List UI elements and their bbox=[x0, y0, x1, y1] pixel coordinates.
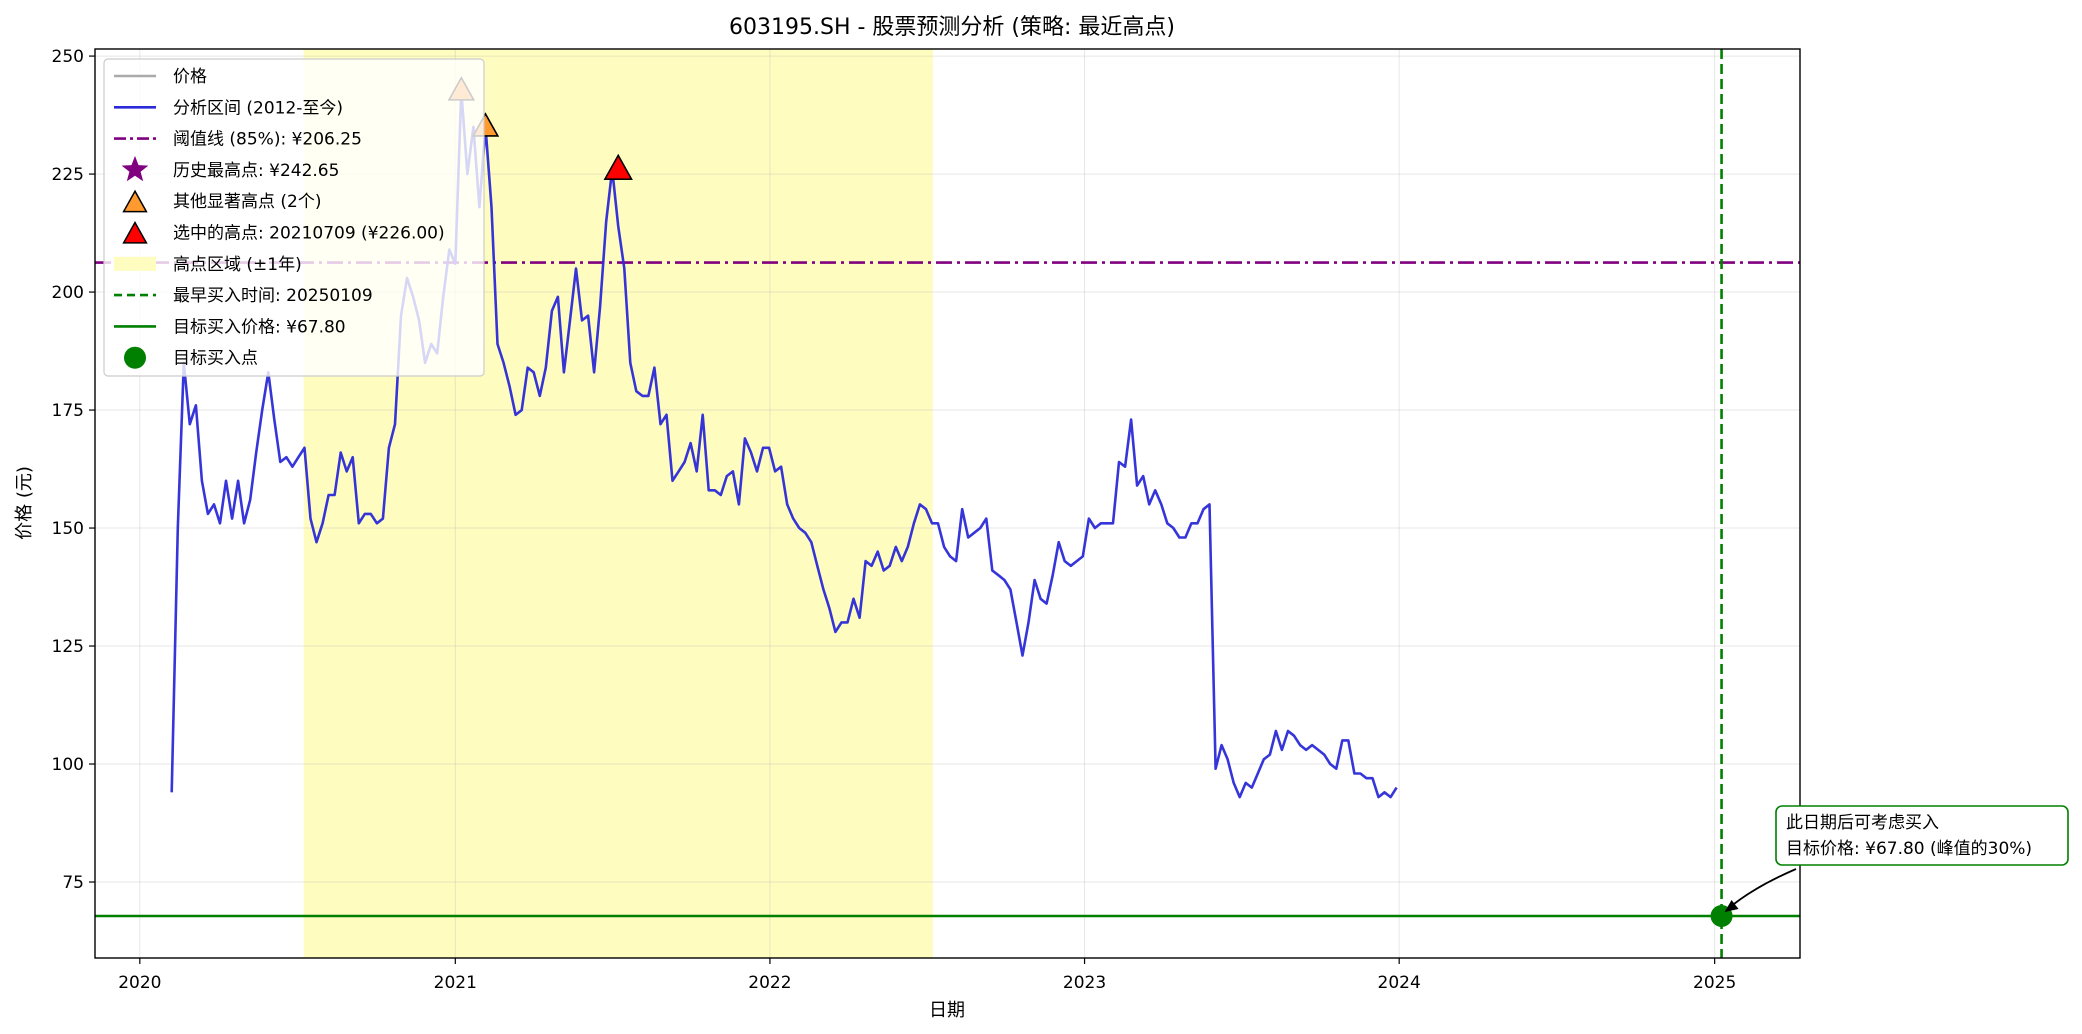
legend-handle-historic_high bbox=[121, 155, 149, 182]
legend-label-high_zone: 高点区域 (±1年) bbox=[173, 255, 302, 275]
legend-label-target: 目标买入价格: ¥67.80 bbox=[173, 317, 346, 337]
x-tick-label: 2023 bbox=[1063, 973, 1106, 993]
chart-title: 603195.SH - 股票预测分析 (策略: 最近高点) bbox=[729, 15, 1175, 40]
legend-handle-other_highs bbox=[122, 189, 148, 213]
legend-handle-selected_high bbox=[122, 220, 148, 244]
y-axis-label: 价格 (元) bbox=[14, 466, 35, 540]
legend-handle-target_point bbox=[124, 346, 146, 369]
annotation-box bbox=[1775, 805, 2069, 866]
x-tick-label: 2021 bbox=[434, 973, 477, 993]
x-axis-label: 日期 bbox=[929, 1000, 965, 1021]
x-tick-label: 2024 bbox=[1378, 973, 1421, 993]
annotation-text-line: 此日期后可考虑买入 bbox=[1786, 813, 1939, 833]
y-tick-label: 200 bbox=[52, 283, 84, 303]
y-tick-label: 175 bbox=[52, 401, 84, 421]
y-tick-label: 225 bbox=[52, 165, 84, 185]
y-tick-label: 150 bbox=[52, 519, 84, 539]
y-tick-label: 250 bbox=[52, 47, 84, 67]
y-tick-label: 125 bbox=[52, 637, 84, 657]
legend-box bbox=[103, 58, 485, 377]
annotation-arrowhead bbox=[1724, 899, 1739, 912]
legend-label-buy_time: 最早买入时间: 20250109 bbox=[173, 286, 373, 306]
selected-high-marker bbox=[603, 153, 633, 180]
x-tick-label: 2025 bbox=[1693, 973, 1736, 993]
plot-frame bbox=[94, 48, 1801, 959]
y-tick-label: 75 bbox=[62, 873, 84, 893]
axes: 2020 2021 2022 2023 2024 2025 75 100 125 150 175 20… bbox=[52, 47, 1801, 993]
legend-label-analysis: 分析区间 (2012-至今) bbox=[173, 98, 343, 118]
series-line-analysis bbox=[170, 89, 1398, 799]
legend-label-other_highs: 其他显著高点 (2个) bbox=[173, 192, 321, 212]
legend-label-selected_high: 选中的高点: 20210709 (¥226.00) bbox=[173, 224, 445, 244]
legend-label-threshold: 阈值线 (85%): ¥206.25 bbox=[173, 130, 362, 150]
legend-label-target_point: 目标买入点 bbox=[173, 349, 258, 369]
y-tick-label: 100 bbox=[52, 755, 84, 775]
legend-label-historic_high: 历史最高点: ¥242.65 bbox=[173, 161, 339, 181]
x-tick-label: 2020 bbox=[118, 973, 161, 993]
legend-handle-high_zone bbox=[114, 256, 156, 271]
annotation-text-line: 目标价格: ¥67.80 (峰值的30%) bbox=[1786, 839, 2032, 859]
x-tick-label: 2022 bbox=[748, 973, 791, 993]
legend-label-price: 价格 bbox=[173, 67, 207, 87]
